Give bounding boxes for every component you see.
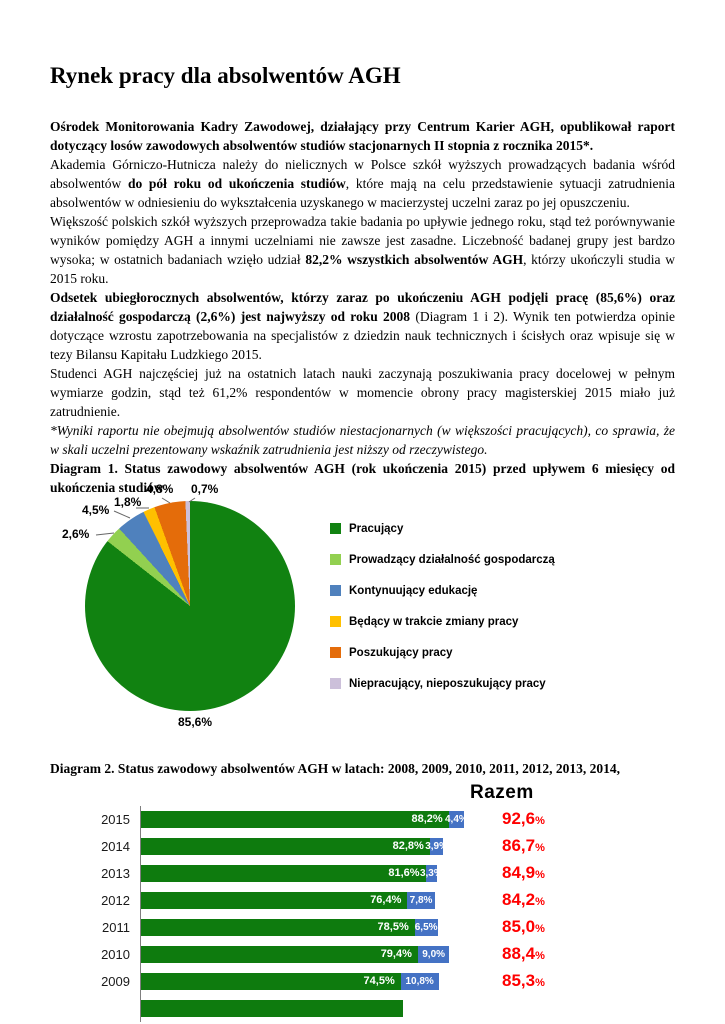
text-run: , którzy ukończyli studia w 2015 roku.: [50, 251, 675, 286]
bar-total-label: 88,4%: [502, 944, 545, 964]
pie-value-label: 85,6%: [178, 714, 213, 729]
bar-area: 81,6% 3,3%: [140, 864, 490, 882]
diagram1-pie-chart: 85,6% 2,6% 4,5% 1,8% 4,8% 0,7% Pracujący…: [50, 482, 675, 759]
bar-year-label: 2012: [101, 892, 130, 908]
bar-green-segment: [140, 999, 403, 1017]
bar-row: [50, 995, 675, 1022]
bar-year-label: 2011: [102, 919, 130, 935]
bar-area: 76,4% 7,8%: [140, 891, 490, 909]
razem-header: Razem: [470, 781, 534, 803]
bar-green-segment: 79,4%: [140, 945, 418, 963]
bar-year-label: 2014: [101, 838, 130, 854]
bar-area: 88,2% 4,4%: [140, 810, 490, 828]
pie-legend: Pracujący Prowadzący działalność gospodar…: [330, 523, 555, 690]
bar-green-segment: 78,5%: [140, 918, 415, 936]
legend-swatch: [330, 616, 341, 628]
legend-swatch: [330, 647, 341, 659]
legend-label: Niepracujący, nieposzukujący pracy: [349, 677, 546, 690]
diagram2-caption: Diagram 2. Status zawodowy absolwentów A…: [50, 760, 621, 776]
text-run: Ośrodek Monitorowania Kadry Zawodowej, d…: [50, 118, 675, 153]
pie-value-label: 4,5%: [82, 502, 110, 517]
legend-item: Kontynuujący edukację: [330, 585, 555, 597]
bar-row: 2010 79,4% 9,0% 88,4%: [50, 941, 675, 968]
paragraph: Ośrodek Monitorowania Kadry Zawodowej, d…: [50, 117, 675, 155]
bar-row: 2011 78,5% 6,5% 85,0%: [50, 914, 675, 941]
bar-area: 78,5% 6,5%: [140, 918, 490, 936]
text-run: 82,2% wszystkich absolwentów AGH: [305, 251, 524, 267]
bar-blue-segment: 7,8%: [407, 891, 435, 909]
bar-green-segment: 88,2%: [140, 810, 449, 828]
text-run: Większość polskich szkół wyższych przepr…: [50, 213, 675, 267]
bar-green-segment: 81,6%: [140, 864, 426, 882]
bar-rows: 2015 88,2% 4,4% 92,6% 2014 82,8% 3,9% 86,7% 2013…: [50, 805, 675, 1022]
legend-swatch: [330, 678, 341, 690]
legend-item: Pracujący: [330, 523, 555, 535]
legend-swatch: [330, 554, 341, 566]
bar-blue-segment: 4,4%: [445, 810, 468, 828]
bar-row: 2009 74,5% 10,8% 85,3%: [50, 968, 675, 995]
bar-area: 82,8% 3,9%: [140, 837, 490, 855]
text-run: , które mają na celu przedstawienie sytu…: [50, 175, 675, 210]
text-run: Akademia Górniczo-Hutnicza należy do nie…: [50, 156, 675, 191]
bar-area: [140, 999, 490, 1017]
bar-row: 2013 81,6% 3,3% 84,9%: [50, 860, 675, 887]
paragraph: Większość polskich szkół wyższych przepr…: [50, 212, 675, 288]
bar-total-label: 84,2%: [502, 890, 545, 910]
legend-label: Kontynuujący edukację: [349, 584, 478, 597]
bar-total-label: 85,0%: [502, 917, 545, 937]
diagram2-bar-chart: Razem 2015 88,2% 4,4% 92,6% 2014 82,8% 3,9% 86,…: [50, 780, 675, 1022]
bar-year-label: 2013: [101, 865, 130, 881]
legend-item: Poszukujący pracy: [330, 647, 555, 659]
bar-total-label: 86,7%: [502, 836, 545, 856]
paragraph: *Wyniki raportu nie obejmują absolwentów…: [50, 421, 675, 459]
bar-row: 2012 76,4% 7,8% 84,2%: [50, 887, 675, 914]
diagram1-caption: Diagram 1. Status zawodowy absolwentów A…: [50, 460, 675, 495]
paragraph: Studenci AGH najczęściej już na ostatnic…: [50, 364, 675, 421]
bar-blue-segment: 9,0%: [417, 945, 450, 963]
text-run: Studenci AGH najczęściej już na ostatnic…: [50, 365, 675, 419]
legend-item: Prowadzący działalność gospodarczą: [330, 554, 555, 566]
body-text: Ośrodek Monitorowania Kadry Zawodowej, d…: [50, 117, 675, 497]
pie-value-label: 0,7%: [191, 481, 219, 496]
bar-year-label: 2010: [101, 946, 130, 962]
text-run: (Diagram 1 i 2). Wynik ten potwierdza op…: [50, 308, 676, 362]
text-run: do pół roku od ukończenia studiów: [127, 175, 346, 191]
bar-green-segment: 74,5%: [140, 972, 401, 990]
paragraph: Akademia Górniczo-Hutnicza należy do nie…: [50, 155, 675, 212]
bar-blue-segment: 3,9%: [425, 837, 448, 855]
bar-green-segment: 82,8%: [140, 837, 430, 855]
legend-swatch: [330, 523, 341, 535]
pie: [85, 500, 295, 711]
bar-blue-segment: 3,3%: [420, 864, 443, 882]
bar-blue-segment: 6,5%: [415, 918, 438, 936]
legend-item: Będący w trakcie zmiany pracy: [330, 616, 555, 628]
bar-row: 2014 82,8% 3,9% 86,7%: [50, 833, 675, 860]
page-content: Rynek pracy dla absolwentów AGH Ośrodek …: [50, 0, 675, 1022]
legend-label: Będący w trakcie zmiany pracy: [349, 615, 519, 628]
pie-value-label: 1,8%: [114, 494, 142, 509]
bar-total-label: 85,3%: [502, 971, 545, 991]
bar-year-label: 2009: [101, 973, 130, 989]
bar-total-label: 92,6%: [502, 809, 545, 829]
bar-green-segment: 76,4%: [140, 891, 408, 909]
bar-blue-segment: 10,8%: [400, 972, 439, 990]
legend-label: Pracujący: [349, 522, 404, 535]
bar-area: 79,4% 9,0%: [140, 945, 490, 963]
legend-label: Poszukujący pracy: [349, 646, 453, 659]
legend-label: Prowadzący działalność gospodarczą: [349, 553, 555, 566]
paragraph: Odsetek ubiegłorocznych absolwentów, któ…: [50, 288, 675, 364]
bar-year-label: 2015: [101, 811, 130, 827]
bar-total-label: 84,9%: [502, 863, 545, 883]
page-title: Rynek pracy dla absolwentów AGH: [50, 63, 401, 88]
text-run: Odsetek ubiegłorocznych absolwentów, któ…: [50, 289, 675, 324]
legend-swatch: [330, 585, 341, 597]
bar-area: 74,5% 10,8%: [140, 972, 490, 990]
bar-row: 2015 88,2% 4,4% 92,6%: [50, 806, 675, 833]
pie-value-label: 4,8%: [146, 481, 174, 496]
legend-item: Niepracujący, nieposzukujący pracy: [330, 678, 555, 690]
paragraph: Diagram 1. Status zawodowy absolwentów A…: [50, 459, 675, 497]
text-run: *Wyniki raportu nie obejmują absolwentów…: [50, 422, 675, 457]
pie-value-label: 2,6%: [62, 526, 90, 541]
